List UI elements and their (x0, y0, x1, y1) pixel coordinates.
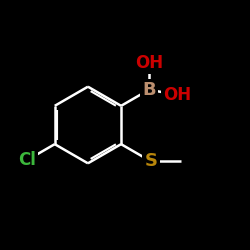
Text: Cl: Cl (18, 151, 36, 169)
Text: OH: OH (163, 86, 191, 104)
Text: B: B (142, 81, 156, 99)
Text: S: S (144, 152, 158, 170)
Text: OH: OH (135, 54, 163, 72)
